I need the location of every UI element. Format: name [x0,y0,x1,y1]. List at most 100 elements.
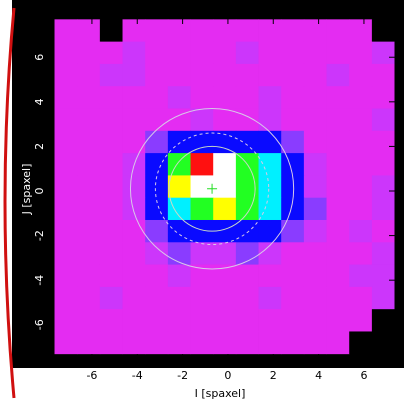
spaxel [236,265,259,288]
spaxel [145,86,168,109]
spaxel [281,265,304,288]
spaxel [213,331,236,354]
x-tick-label: -2 [177,369,188,382]
spaxel [55,42,78,65]
spaxel [213,109,236,132]
spaxel [123,265,146,288]
spaxel [100,220,123,243]
spaxel [55,265,78,288]
spaxel [349,309,372,332]
spaxel [77,131,100,154]
spaxel [100,309,123,332]
spaxel [372,64,395,87]
spaxel [236,198,259,221]
spaxel [145,265,168,288]
spaxel [168,131,191,154]
spaxel [304,198,327,221]
spaxel [77,153,100,176]
spaxel [304,109,327,132]
spaxel [77,265,100,288]
spaxel [213,242,236,265]
spaxel [281,86,304,109]
spaxel [281,309,304,332]
spaxel [213,42,236,65]
spaxel [191,331,214,354]
spaxel [123,131,146,154]
spaxel [191,19,214,42]
spaxel [55,309,78,332]
spaxel [168,153,191,176]
spaxel [259,220,282,243]
spaxel [100,175,123,198]
spaxel [304,42,327,65]
spaxel [213,64,236,87]
spaxel [372,175,395,198]
spaxel [55,331,78,354]
spaxel [55,64,78,87]
spaxel [100,242,123,265]
spaxel [191,153,214,176]
spaxel [349,86,372,109]
spaxel [304,220,327,243]
x-tick-label: -4 [132,369,143,382]
spaxel [236,42,259,65]
spaxel [327,287,350,310]
spaxel [55,198,78,221]
spaxel [100,19,123,42]
spaxel [191,175,214,198]
spaxel [55,242,78,265]
spaxel [349,131,372,154]
spaxel [123,220,146,243]
spaxel [327,242,350,265]
spaxel [372,309,395,332]
spaxel [100,287,123,310]
spaxel [77,220,100,243]
spaxel [55,175,78,198]
spaxel [123,175,146,198]
spaxel [304,175,327,198]
spaxel [77,331,100,354]
spaxel [213,309,236,332]
spaxel [349,331,372,354]
spaxel [349,42,372,65]
spaxel [281,153,304,176]
spaxel [55,220,78,243]
spaxel [281,242,304,265]
spaxel [191,64,214,87]
spaxel [213,287,236,310]
spaxel [123,287,146,310]
spaxel [77,198,100,221]
spaxel [100,42,123,65]
spaxel [213,86,236,109]
spaxel [100,131,123,154]
spaxel [77,109,100,132]
spaxel [372,242,395,265]
spaxel [191,42,214,65]
spaxel [304,287,327,310]
spaxel [304,86,327,109]
spaxel [145,331,168,354]
spaxel [77,42,100,65]
spaxel [168,242,191,265]
spaxel [145,309,168,332]
spaxel [372,86,395,109]
spaxel [372,153,395,176]
spaxel [55,287,78,310]
spaxel [304,131,327,154]
spaxel [327,198,350,221]
spaxel [191,287,214,310]
spaxel [259,42,282,65]
spaxel [372,131,395,154]
spaxel [349,19,372,42]
spaxel [327,109,350,132]
spaxel [236,19,259,42]
spaxel [304,242,327,265]
spaxel [77,287,100,310]
spaxel [259,331,282,354]
spaxel [77,175,100,198]
spaxel [349,153,372,176]
spaxel [281,64,304,87]
spaxel [168,287,191,310]
spaxel [372,331,395,354]
spaxel [304,265,327,288]
